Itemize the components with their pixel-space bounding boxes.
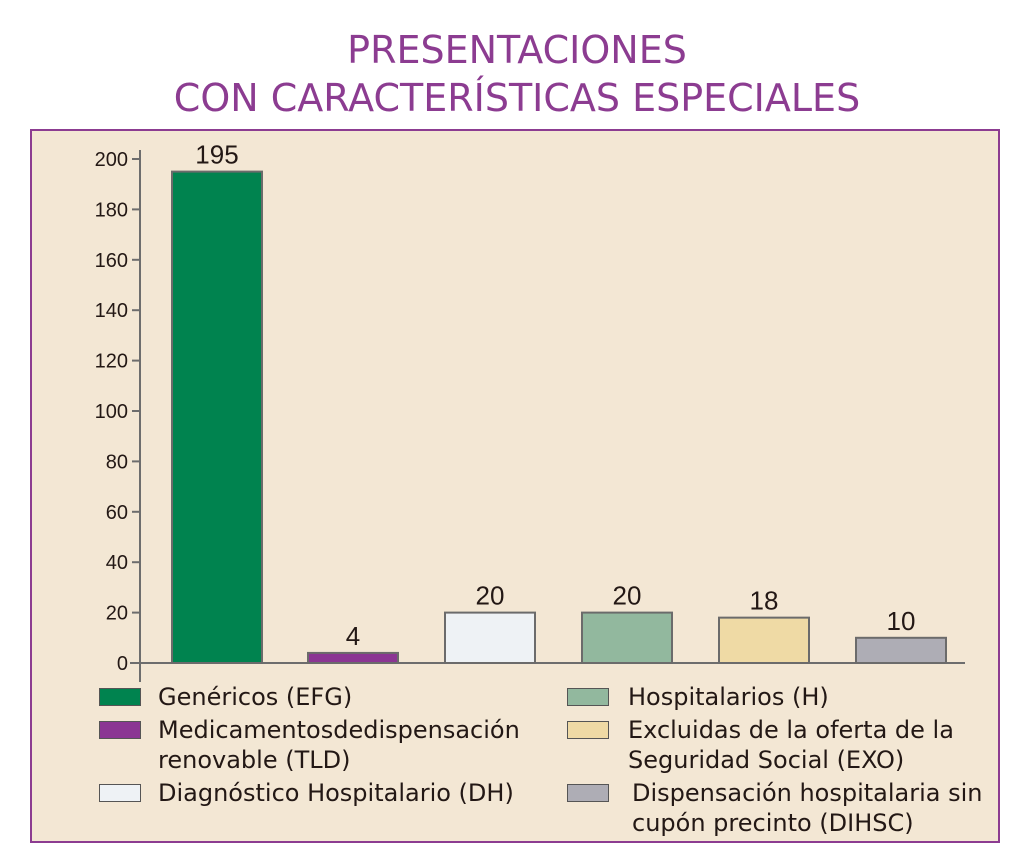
legend-swatch <box>567 784 609 802</box>
data-label: 10 <box>887 606 916 636</box>
data-label: 18 <box>750 586 779 616</box>
legend-swatch <box>567 688 609 706</box>
legend-label-line: Hospitalarios (H) <box>628 683 829 711</box>
chart-title-line-1: PRESENTACIONES <box>347 28 687 72</box>
legend-label: Genéricos (EFG) <box>158 682 352 712</box>
legend-swatch <box>99 721 141 739</box>
legend-label: Hospitalarios (H) <box>628 682 829 712</box>
legend-label-line: Seguridad Social (EXO) <box>628 746 905 774</box>
data-label: 195 <box>195 140 238 170</box>
y-tick-label: 0 <box>117 653 128 675</box>
legend-label: Dispensación hospitalaria sin cupón preci… <box>632 778 983 838</box>
legend-label: Medicamentosdedispensación renovable (TLD… <box>158 715 520 775</box>
y-tick-label: 180 <box>95 199 128 221</box>
y-tick-label: 40 <box>106 552 128 574</box>
bar <box>307 651 399 664</box>
bar <box>718 616 810 665</box>
bar <box>855 636 947 664</box>
y-tick-label: 100 <box>95 401 128 423</box>
y-tick-label: 140 <box>95 300 128 322</box>
legend-label-line: Medicamentosdedispensación <box>158 716 520 744</box>
legend-swatch <box>567 721 609 739</box>
bar <box>581 611 673 664</box>
legend-label-line: renovable (TLD) <box>158 746 351 774</box>
data-label: 20 <box>613 581 642 611</box>
data-label: 4 <box>346 621 360 651</box>
legend-swatch <box>99 688 141 706</box>
data-label: 20 <box>476 581 505 611</box>
legend-label-line: Dispensación hospitalaria sin <box>632 779 983 807</box>
legend-label-line: cupón precinto (DIHSC) <box>632 809 914 837</box>
legend-label-line: Genéricos (EFG) <box>158 683 353 711</box>
y-tick-label: 80 <box>106 451 128 473</box>
legend-swatch <box>99 784 141 802</box>
y-tick-label: 20 <box>106 603 128 625</box>
legend-label: Excluidas de la oferta de la Seguridad So… <box>628 715 954 775</box>
legend-label-line: Diagnóstico Hospitalario (DH) <box>158 779 514 807</box>
legend-label: Diagnóstico Hospitalario (DH) <box>158 778 514 808</box>
y-tick-label: 60 <box>106 502 128 524</box>
chart-title-line-2: CON CARACTERÍSTICAS ESPECIALES <box>173 76 861 120</box>
legend-label-line: Excluidas de la oferta de la <box>628 716 954 744</box>
bar <box>444 611 536 664</box>
bar <box>171 170 263 664</box>
y-tick-label: 200 <box>95 149 128 171</box>
y-tick-label: 120 <box>95 351 128 373</box>
y-tick-label: 160 <box>95 250 128 272</box>
